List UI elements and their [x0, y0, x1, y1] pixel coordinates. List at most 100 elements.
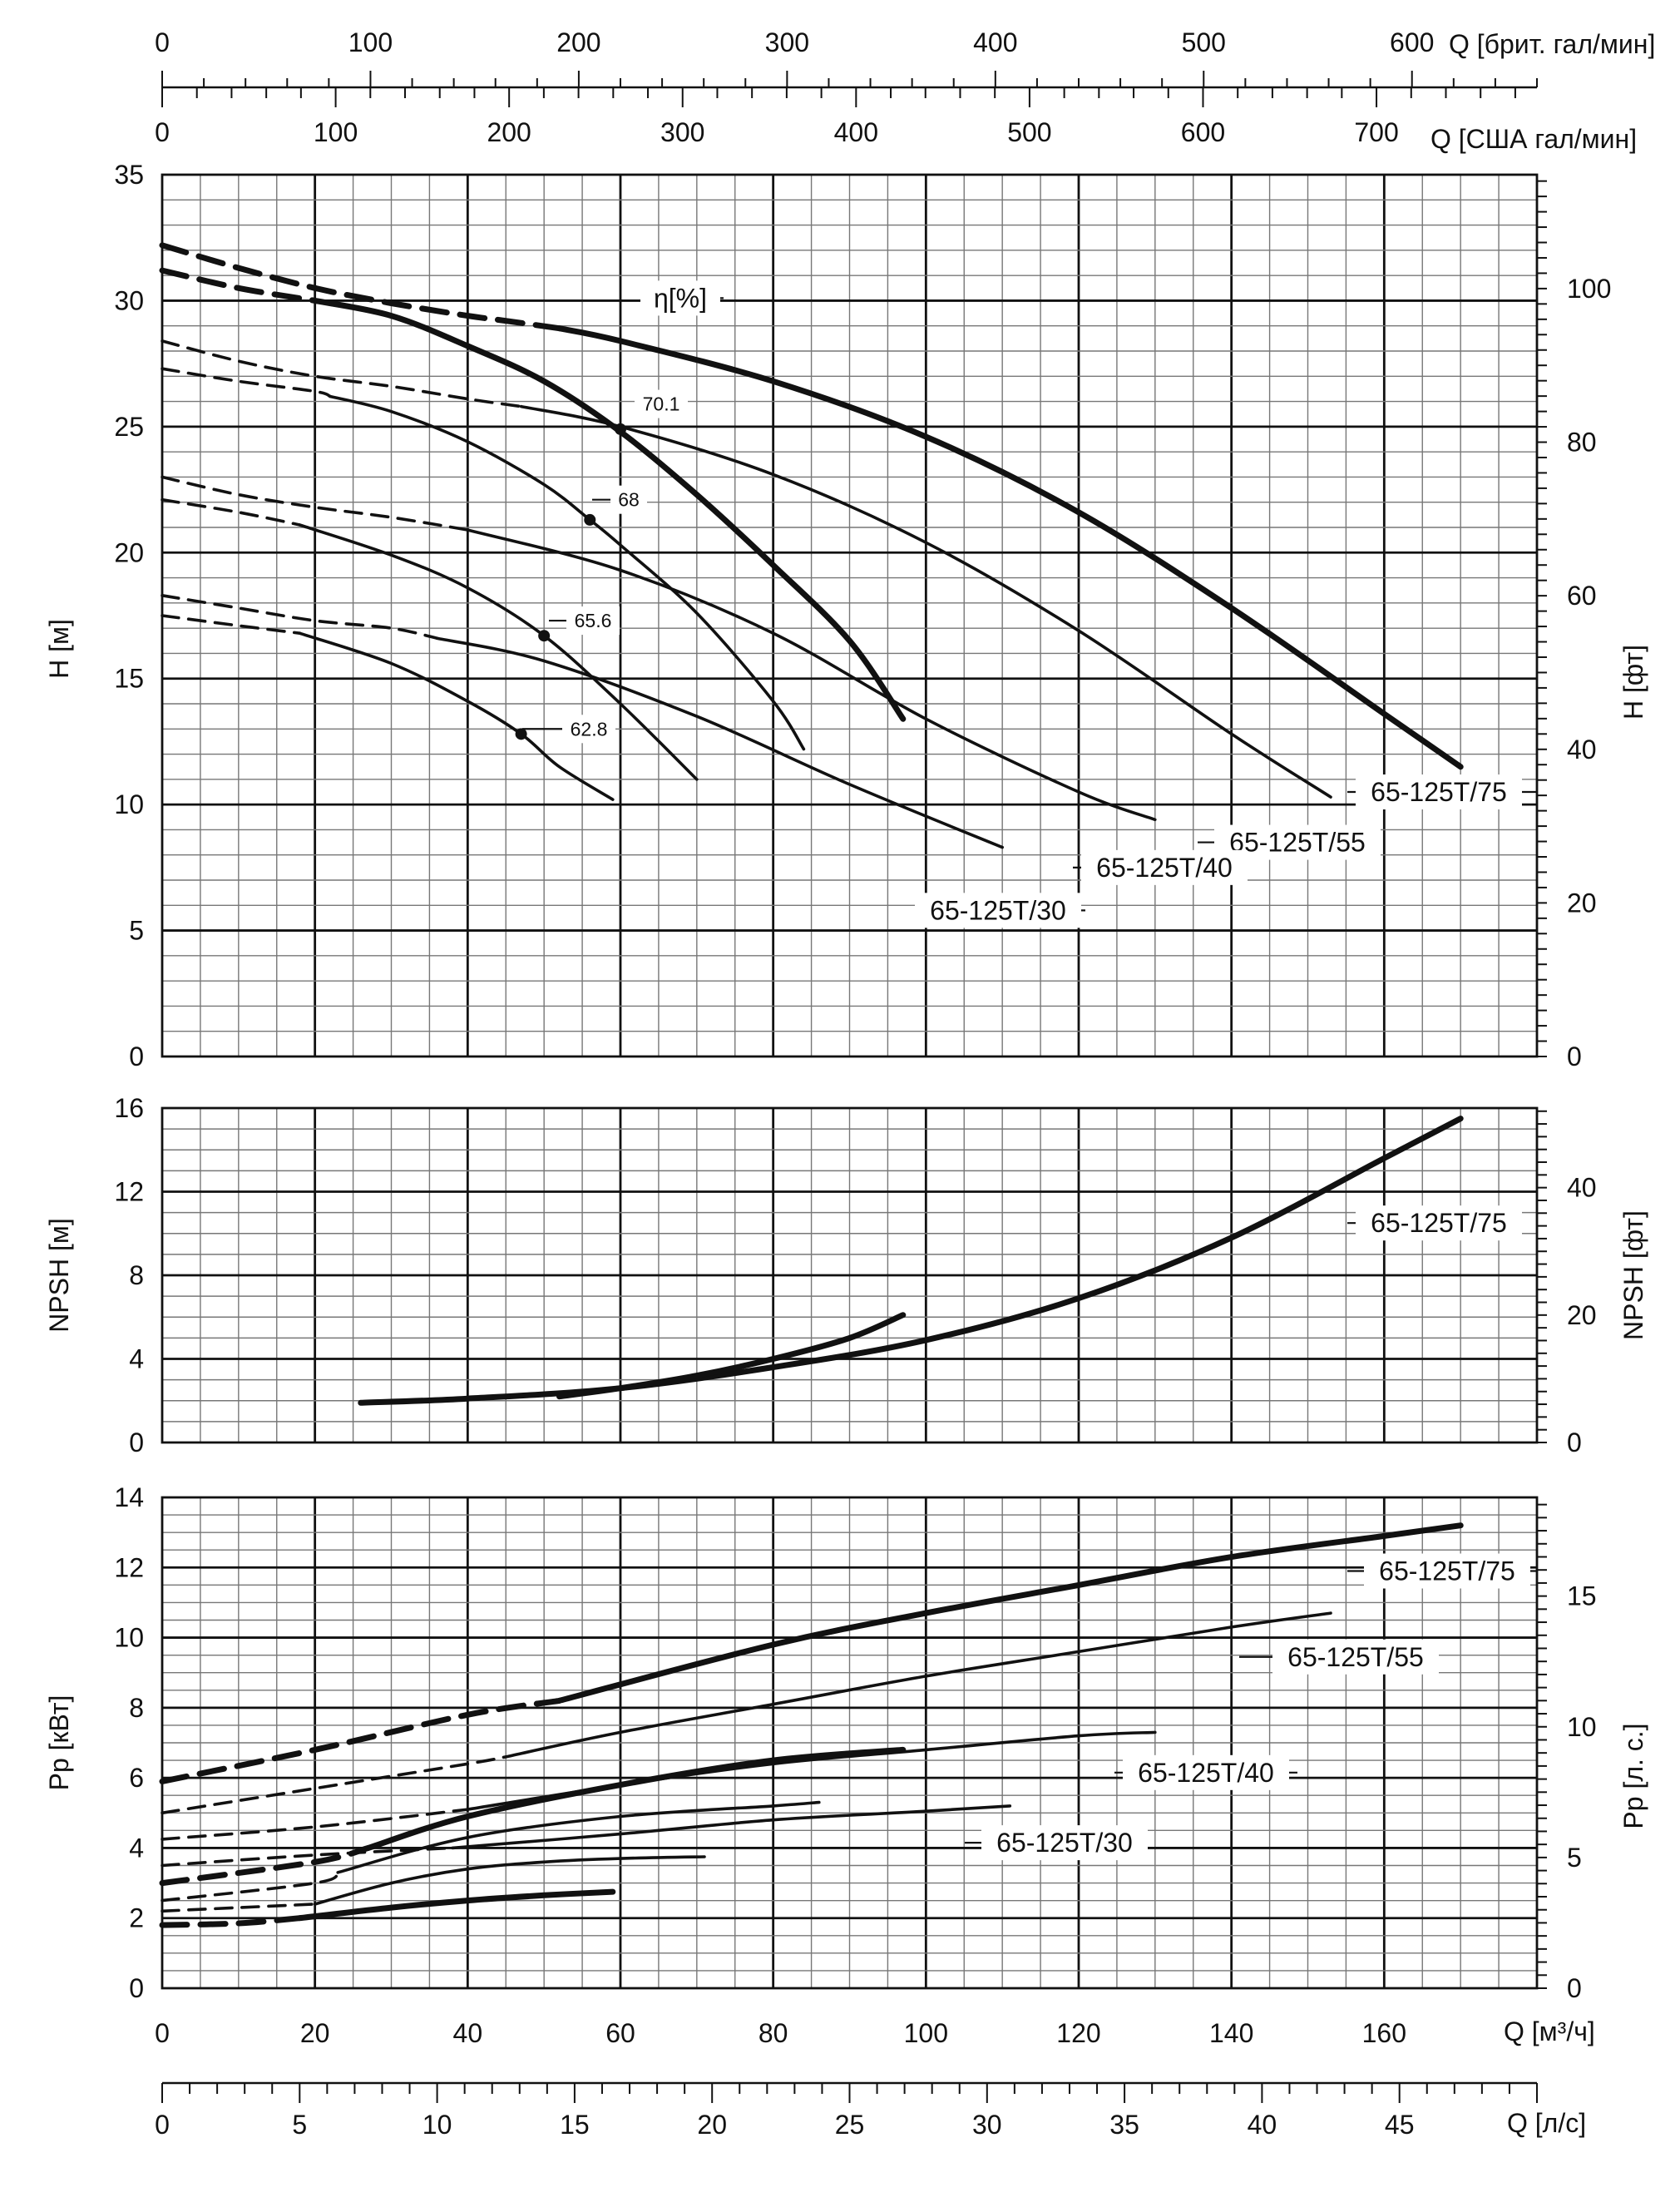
power-curve-4-extension [159, 1844, 372, 1887]
usgpm-tick-label: 600 [1181, 117, 1225, 147]
power-ylabel: Pp [кВт] [44, 1695, 74, 1791]
power-curve-6 [313, 1855, 706, 1906]
power-curve-6-extension [161, 1903, 317, 1913]
ukgpm-tick-label: 600 [1390, 27, 1434, 57]
power-y-tick-label: 14 [114, 1482, 144, 1512]
m3h-tick-label: 20 [300, 2018, 330, 2048]
npsh-right-tick-label: 0 [1567, 1428, 1582, 1457]
ls-tick-label: 20 [697, 2110, 727, 2140]
efficiency-value-65-6: 65.6 [575, 610, 612, 631]
head-y-tick-label: 35 [114, 160, 144, 190]
head-curve-6 [298, 523, 699, 781]
power-curve-4 [365, 1746, 907, 1851]
usgpm-tick-label: 100 [314, 117, 358, 147]
ls-tick-label: 40 [1248, 2110, 1277, 2140]
head-curve-4-extension [159, 267, 319, 304]
head-label-55: 65-125T/55 [1229, 828, 1366, 858]
npsh-label-75: 65-125T/75 [1371, 1208, 1507, 1238]
ukgpm-tick-label: 0 [155, 27, 170, 57]
m3h-tick-label: 100 [904, 2018, 948, 2048]
power-label-75-bg [1364, 1553, 1530, 1589]
usgpm-tick-label: 500 [1007, 117, 1051, 147]
usgpm-tick-label: 0 [155, 117, 170, 147]
head-curve-4 [312, 297, 907, 722]
efficiency-label-bg [640, 280, 720, 316]
usgpm-axis-label: Q [США гал/мин] [1430, 124, 1637, 154]
m3h-axis-label: Q [м³/ч] [1504, 2016, 1595, 2046]
head-curve-5 [329, 394, 806, 751]
head-label-40: 65-125T/40 [1096, 853, 1233, 883]
power-ylabel-right: Pp [л. с.] [1618, 1723, 1648, 1828]
head-right-tick-label: 0 [1567, 1042, 1582, 1071]
efficiency-point [515, 728, 527, 740]
usgpm-tick-label: 400 [834, 117, 878, 147]
power-label-40-bg [1123, 1754, 1289, 1790]
ukgpm-tick-label: 300 [765, 27, 809, 57]
efficiency-value-62-8-bg [562, 715, 615, 744]
power-y-tick-label: 2 [129, 1903, 144, 1933]
head-curve-65-125T-40-extension [161, 475, 470, 532]
head-label-75-bg [1356, 774, 1522, 809]
efficiency-point [538, 630, 551, 642]
npsh-y-tick-label: 16 [114, 1093, 144, 1123]
power-curve-65-125T-30 [451, 1804, 1012, 1850]
head-y-tick-label: 15 [114, 664, 144, 694]
ukgpm-tick-label: 500 [1182, 27, 1226, 57]
m3h-tick-label: 60 [605, 2018, 635, 2048]
npsh-ylabel-right: NPSH [фт] [1618, 1210, 1648, 1340]
head-y-tick-label: 20 [114, 537, 144, 567]
head-curve-65-125T-75-extension [159, 242, 562, 332]
grid-layer [161, 173, 1539, 1990]
power-y-tick-label: 6 [129, 1763, 144, 1793]
head-y-tick-label: 0 [129, 1042, 144, 1071]
head-curve-7-extension [161, 614, 302, 635]
head-curve-6-extension [161, 497, 302, 527]
head-label-75: 65-125T/75 [1371, 777, 1507, 807]
power-y-tick-label: 8 [129, 1693, 144, 1723]
m3h-tick-label: 160 [1362, 2018, 1406, 2048]
power-right-tick-label: 0 [1567, 1973, 1582, 2003]
ls-tick-label: 45 [1385, 2110, 1415, 2140]
power-curve-65-125T-55-extension [161, 1755, 508, 1815]
labels-layer: 65-125T/7565-125T/5565-125T/4065-125T/30… [522, 280, 1537, 1861]
power-label-40: 65-125T/40 [1138, 1758, 1274, 1788]
npsh-y-tick-label: 4 [129, 1344, 144, 1374]
power-y-tick-label: 4 [129, 1833, 144, 1863]
head-right-tick-label: 60 [1567, 581, 1597, 611]
efficiency-point [584, 513, 596, 526]
head-curve-7 [298, 631, 615, 801]
power-curve-5 [336, 1800, 821, 1874]
head-curve-65-125T-40 [466, 528, 1157, 822]
npsh-y-tick-label: 0 [129, 1428, 144, 1457]
usgpm-tick-label: 700 [1354, 117, 1398, 147]
efficiency-value-62-8: 62.8 [571, 718, 608, 740]
head-right-tick-label: 20 [1567, 888, 1597, 918]
ls-axis-label: Q [л/с] [1507, 2108, 1586, 2138]
power-right-tick-label: 10 [1567, 1712, 1597, 1742]
axes-layer: 0510152025303504812160246810121402040608… [44, 27, 1655, 2140]
power-right-tick-label: 15 [1567, 1581, 1597, 1611]
npsh-right-tick-label: 40 [1567, 1173, 1597, 1203]
head-curve-65-125T-30 [435, 636, 1004, 849]
power-curve-65-125T-75 [556, 1522, 1464, 1704]
power-curve-7 [296, 1888, 616, 1922]
npsh-curve-1 [556, 1312, 907, 1400]
head-y-tick-label: 30 [114, 285, 144, 315]
ls-tick-label: 25 [835, 2110, 865, 2140]
npsh-ylabel: NPSH [м] [44, 1218, 74, 1333]
power-panel-frame [161, 1496, 1539, 1990]
power-label-30-bg [981, 1825, 1148, 1861]
power-curve-65-125T-40-extension [161, 1808, 470, 1841]
m3h-tick-label: 0 [155, 2018, 170, 2048]
head-right-tick-label: 40 [1567, 735, 1597, 765]
efficiency-value-68-bg [610, 485, 647, 514]
head-ylabel: H [м] [44, 619, 74, 679]
head-right-tick-label: 80 [1567, 428, 1597, 458]
power-curve-7-extension [159, 1915, 303, 1928]
head-curve-65-125T-55-extension [161, 339, 523, 408]
head-y-tick-label: 25 [114, 412, 144, 442]
npsh-y-tick-label: 8 [129, 1260, 144, 1290]
m3h-tick-label: 120 [1056, 2018, 1100, 2048]
ukgpm-axis-label: Q [брит. гал/мин] [1449, 29, 1655, 59]
